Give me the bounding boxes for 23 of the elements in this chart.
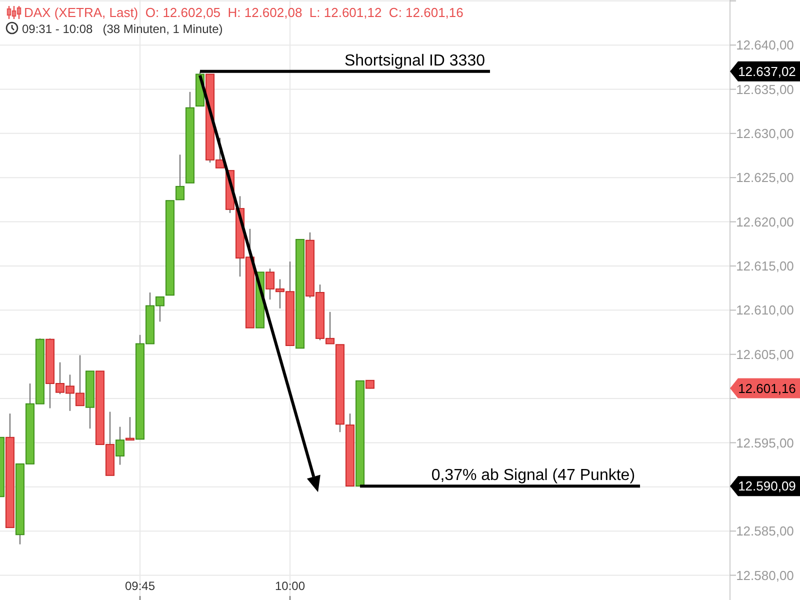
annotation: Shortsignal ID 3330 [344,52,486,70]
y-tick-label: 12.635,00 [736,82,794,97]
text: 09:31 - 10:08 (38 Minuten, 1 Minute) [22,22,223,36]
annotation: 0,37% ab Signal (47 Punkte) [431,467,636,484]
y-tick-label: 12.620,00 [736,214,794,230]
text: 12.601,16 [738,380,796,396]
text: 12.637,02 [738,64,796,79]
y-tick-label: 12.630,00 [736,126,794,141]
candlestick [176,154,185,200]
y-tick-label: 12.615,00 [736,258,794,274]
candlestick [116,426,125,466]
y-tick-label: 12.585,00 [736,524,794,539]
chart-title: DAX (XETRA, Last) O: 12.602,05 H: 12.602,08 L: 12.601,12 C: 12.601,16 [24,5,464,20]
candlestick [125,416,134,441]
text: 12.590,09 [738,478,796,494]
y-tick-label: 12.595,00 [736,435,794,450]
x-tick-label: 10:00 [274,579,306,593]
x-tick-label: 09:45 [124,579,156,593]
y-tick-label: 12.580,00 [736,568,794,583]
y-tick-label: 12.625,00 [736,170,794,186]
y-tick-label: 12.640,00 [736,38,794,53]
y-tick-label: 12.610,00 [736,302,794,318]
y-tick-label: 12.605,00 [736,346,794,362]
